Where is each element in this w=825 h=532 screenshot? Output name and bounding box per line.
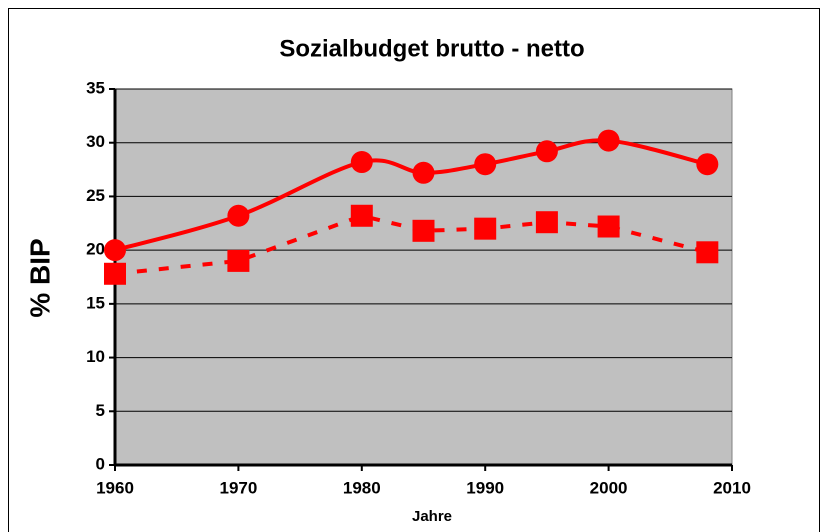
y-tick-label: 0 xyxy=(96,454,105,473)
y-tick-label: 5 xyxy=(96,401,105,420)
y-tick-label: 20 xyxy=(86,240,105,259)
y-tick-label: 15 xyxy=(86,293,105,312)
x-tick-label: 1980 xyxy=(343,478,381,497)
marker xyxy=(597,215,620,238)
marker xyxy=(104,239,126,262)
x-tick-label: 1960 xyxy=(96,478,134,497)
marker xyxy=(535,140,558,163)
marker xyxy=(412,219,435,242)
marker xyxy=(350,204,373,227)
x-tick-label: 1970 xyxy=(219,478,257,497)
marker xyxy=(474,217,497,240)
y-axis-label: % BIP xyxy=(24,238,55,317)
y-tick-label: 30 xyxy=(86,132,105,151)
marker xyxy=(104,262,126,285)
x-tick-label: 2000 xyxy=(590,478,628,497)
y-tick-label: 25 xyxy=(86,186,105,205)
marker xyxy=(350,151,373,174)
plot-area xyxy=(114,88,733,466)
marker xyxy=(227,249,250,272)
y-tick-label: 10 xyxy=(86,347,105,366)
marker xyxy=(227,204,250,227)
x-axis-label: Jahre xyxy=(412,508,452,525)
chart-title: Sozialbudget brutto - netto xyxy=(279,35,584,62)
marker xyxy=(696,241,719,264)
x-tick-label: 2010 xyxy=(713,478,751,497)
marker xyxy=(412,161,435,184)
marker xyxy=(597,129,620,152)
marker xyxy=(474,153,497,176)
marker xyxy=(535,211,558,234)
marker xyxy=(696,153,719,176)
x-tick-label: 1990 xyxy=(466,478,504,497)
y-tick-label: 35 xyxy=(86,78,105,97)
